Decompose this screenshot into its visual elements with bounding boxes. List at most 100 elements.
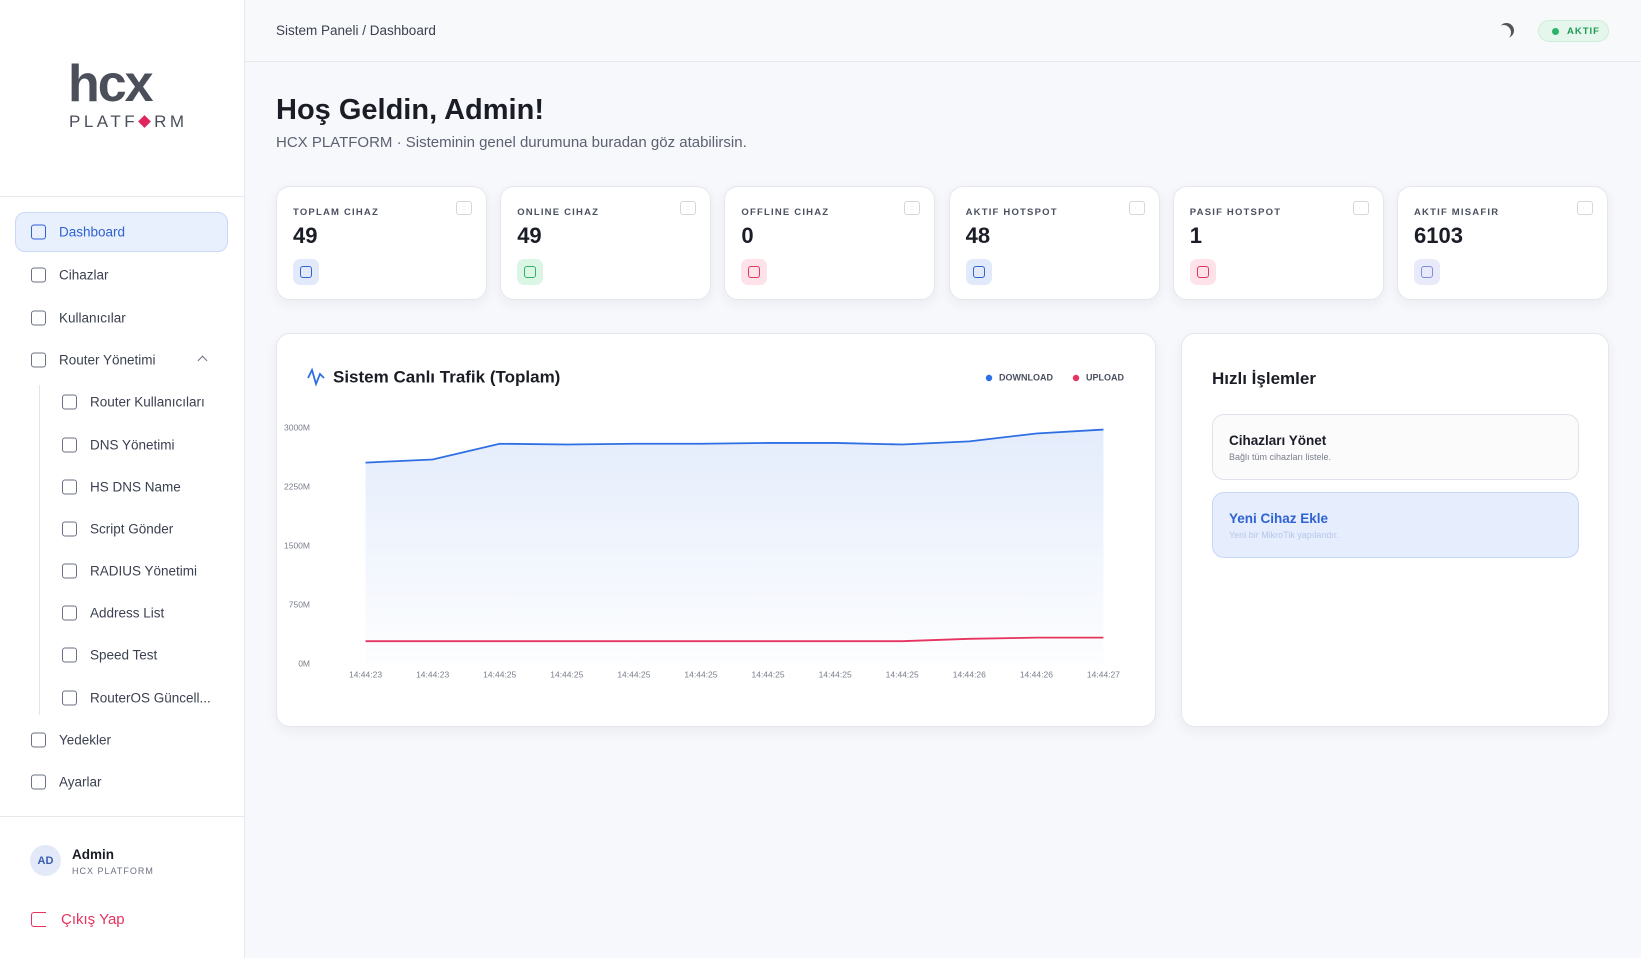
nav-icon[interactable]	[62, 563, 77, 579]
quick-action[interactable]: Yeni Cihaz Ekle Yeni bir MikroTik yapıla…	[1212, 492, 1579, 558]
nav-item[interactable]: Yedekler	[59, 732, 112, 748]
quick-title: Hızlı İşlemler	[1212, 369, 1316, 388]
legend-label: UPLOAD	[1086, 372, 1125, 382]
divider	[0, 196, 245, 197]
theme-toggle[interactable]	[1499, 23, 1514, 38]
stat-value: 6103	[1414, 223, 1463, 248]
sidebar: hcx PLATF RM Dashboard Cihazlar Kullanıcıla…	[0, 0, 245, 958]
chart-card: Sistem Canlı Trafik (Toplam) 0M 750M 1500M…	[276, 333, 1156, 727]
stat-value: 0	[741, 223, 754, 248]
nav-icon[interactable]	[62, 690, 77, 706]
stat-icon	[293, 259, 319, 285]
y-tick-label: 2250M	[284, 481, 310, 491]
nav-item[interactable]: DNS Yönetimi	[90, 437, 175, 453]
x-tick-label: 14:44:25	[684, 669, 717, 679]
line	[365, 428, 1104, 464]
action-desc: Yeni bir MikroTik yapılandır.	[1229, 530, 1339, 540]
chart: Sistem Canlı Trafik (Toplam) 0M 750M 1500M…	[284, 367, 1125, 679]
nav-item[interactable]: RADIUS Yönetimi	[90, 563, 198, 579]
stat-card: PASIF HOTSPOT 1	[1172, 186, 1384, 300]
welcome-title: Hoş Geldin, Admin!	[276, 94, 544, 126]
action-title: Yeni Cihaz Ekle	[1229, 511, 1329, 526]
stat-corner-icon	[1352, 201, 1369, 215]
line	[365, 636, 1104, 643]
stat-corner-icon	[456, 201, 472, 215]
x-tick-label: 14:44:26	[953, 669, 986, 679]
nav-item[interactable]: Router Kullanıcıları	[90, 394, 205, 410]
stat-icon	[517, 259, 544, 285]
nav-item[interactable]: Dashboard	[59, 224, 126, 240]
x-tick-label: 14:44:25	[483, 669, 516, 679]
logo-word-end: RM	[154, 112, 188, 131]
nav-icon[interactable]	[62, 479, 77, 495]
nav-item[interactable]: HS DNS Name	[90, 479, 181, 495]
y-tick-label: 0M	[298, 658, 310, 668]
logo-word: PLATF RM	[69, 112, 188, 132]
legend-dot	[1072, 374, 1080, 382]
stat-icon-glyph	[748, 266, 761, 278]
chevron[interactable]	[197, 355, 208, 366]
nav-item[interactable]: Router Yönetimi	[59, 352, 156, 368]
nav-item[interactable]: Script Gönder	[90, 521, 174, 537]
nav-icon[interactable]	[31, 352, 46, 368]
quick-card: Hızlı İşlemler Cihazları Yönet Bağlı tüm…	[1181, 333, 1609, 727]
stat-card: AKTIF MISAFIR 6103	[1397, 186, 1608, 300]
stat-label: TOPLAM CIHAZ	[293, 207, 379, 218]
x-tick-label: 14:44:25	[886, 669, 919, 679]
chart-icon	[307, 367, 325, 387]
stat-icon	[741, 259, 768, 285]
nav-active-bg[interactable]	[15, 212, 228, 252]
logo-mark: hcx	[68, 55, 154, 113]
user-name: Admin	[72, 847, 114, 862]
quick-action[interactable]: Cihazları Yönet Bağlı tüm cihazları list…	[1212, 414, 1579, 480]
stat-icon-glyph	[972, 266, 985, 278]
area	[365, 429, 1104, 664]
stat-icon	[965, 259, 992, 285]
stat-label: OFFLINE CIHAZ	[741, 207, 830, 218]
stat-icon-glyph	[300, 266, 312, 278]
nav-icon[interactable]	[31, 774, 46, 790]
stat-card: TOPLAM CIHAZ 49	[276, 186, 487, 300]
nav-icon[interactable]	[62, 647, 77, 663]
stat-corner-icon	[904, 201, 921, 215]
chart-title: Sistem Canlı Trafik (Toplam)	[333, 367, 560, 386]
nav-icon[interactable]	[31, 267, 46, 283]
status-dot	[1552, 28, 1559, 35]
legend-dot	[985, 374, 993, 382]
user-org: HCX PLATFORM	[72, 866, 154, 876]
nav-icon[interactable]	[31, 310, 46, 326]
nav-item[interactable]: Address List	[90, 605, 165, 621]
stat-icon	[1414, 259, 1440, 285]
nav-item[interactable]: Cihazlar	[59, 267, 109, 283]
nav-icon[interactable]	[31, 224, 46, 240]
x-tick-label: 14:44:25	[617, 669, 650, 679]
stat-icon-glyph	[524, 266, 537, 278]
stat-label: AKTIF MISAFIR	[1414, 207, 1500, 218]
subnav-line	[39, 385, 40, 715]
topbar	[245, 0, 1641, 62]
stat-corner-icon	[1577, 201, 1593, 215]
nav-icon[interactable]	[62, 521, 77, 537]
stat-value: 49	[517, 223, 542, 248]
logout-icon[interactable]	[31, 912, 46, 927]
stat-icon-glyph	[1196, 266, 1209, 278]
status-pill: AKTIF	[1538, 20, 1609, 42]
y-tick-label: 3000M	[284, 422, 310, 432]
nav-item[interactable]: Speed Test	[90, 647, 158, 663]
nav-item[interactable]: RouterOS Güncell...	[90, 690, 211, 706]
legend-label: DOWNLOAD	[999, 372, 1053, 382]
y-tick-label: 1500M	[284, 540, 310, 550]
nav-item[interactable]: Kullanıcılar	[59, 310, 126, 326]
nav-item[interactable]: Ayarlar	[59, 774, 102, 790]
avatar: AD	[30, 845, 61, 876]
stat-corner-icon	[680, 201, 697, 215]
logo-diamond	[138, 115, 152, 128]
action-desc: Bağlı tüm cihazları listele.	[1229, 452, 1332, 462]
nav-icon[interactable]	[62, 605, 77, 621]
logo-word-start: PLATF	[69, 112, 139, 131]
nav-icon[interactable]	[62, 394, 77, 410]
nav-icon[interactable]	[62, 437, 77, 453]
nav-icon[interactable]	[31, 732, 46, 748]
logout[interactable]: Çıkış Yap	[61, 911, 125, 928]
